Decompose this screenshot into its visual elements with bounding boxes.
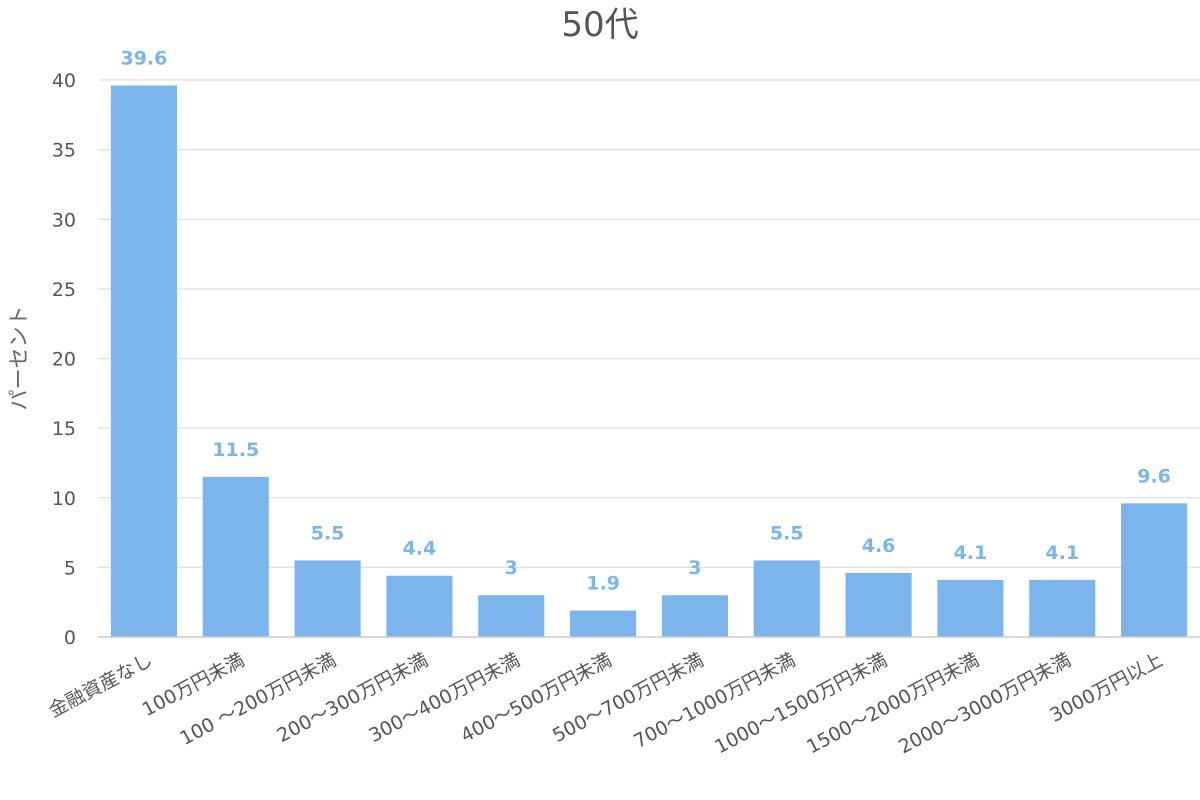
data-label: 11.5 [212, 439, 259, 461]
x-tick-label: 400〜500万円未満 [457, 649, 615, 747]
bar [937, 579, 1004, 637]
x-tick-label: 300〜400万円未満 [365, 649, 523, 747]
x-tick-label: 1500〜2000万円未満 [803, 649, 983, 758]
bar [753, 560, 820, 637]
chart-title: 50代 [561, 5, 638, 45]
data-label: 4.4 [403, 538, 437, 560]
data-label: 1.9 [586, 573, 620, 595]
bar [845, 572, 912, 637]
gridlines [98, 79, 1200, 569]
data-label: 3 [505, 557, 518, 579]
data-label: 4.6 [862, 535, 896, 557]
data-label: 39.6 [120, 48, 167, 70]
bar [478, 595, 545, 637]
bar [570, 610, 637, 637]
data-label: 4.1 [1045, 542, 1079, 564]
y-tick-label: 5 [64, 557, 76, 579]
data-label: 3 [688, 557, 701, 579]
y-tick-label: 15 [52, 418, 76, 440]
x-tick-label: 100 〜200万円未満 [176, 649, 340, 750]
data-label: 5.5 [311, 522, 345, 544]
data-label: 4.1 [954, 542, 988, 564]
y-axis-label: パーセント [7, 306, 31, 411]
x-tick-label: 1000〜1500万円未満 [711, 649, 891, 758]
y-tick-label: 25 [52, 279, 76, 301]
bars [110, 85, 1188, 637]
bar [1029, 579, 1096, 637]
y-tick-label: 30 [52, 209, 76, 231]
y-tick-label: 35 [52, 140, 76, 162]
data-labels: 39.6 11.5 5.5 4.4 3 1.9 3 5.5 4.6 4.1 4.1 9.6 [120, 48, 1170, 595]
y-tick-label: 20 [52, 349, 76, 371]
data-label: 9.6 [1137, 465, 1171, 487]
x-tick-label: 200〜300万円未満 [274, 649, 432, 747]
x-tick-label: 500〜700万円未満 [549, 649, 707, 747]
bar [294, 560, 361, 637]
bar [661, 595, 728, 637]
x-tick-label: 2000〜3000万円未満 [895, 649, 1075, 758]
y-axis-ticks: 0 5 10 15 20 25 30 35 40 [52, 70, 76, 649]
x-tick-label: 金融資産なし [45, 649, 156, 722]
y-tick-label: 0 [64, 627, 76, 649]
y-tick-label: 10 [52, 488, 76, 510]
y-tick-label: 40 [52, 70, 76, 92]
bar [202, 476, 269, 637]
bar [110, 85, 177, 637]
bar [1121, 503, 1188, 637]
data-label: 5.5 [770, 522, 804, 544]
bar [386, 575, 453, 637]
